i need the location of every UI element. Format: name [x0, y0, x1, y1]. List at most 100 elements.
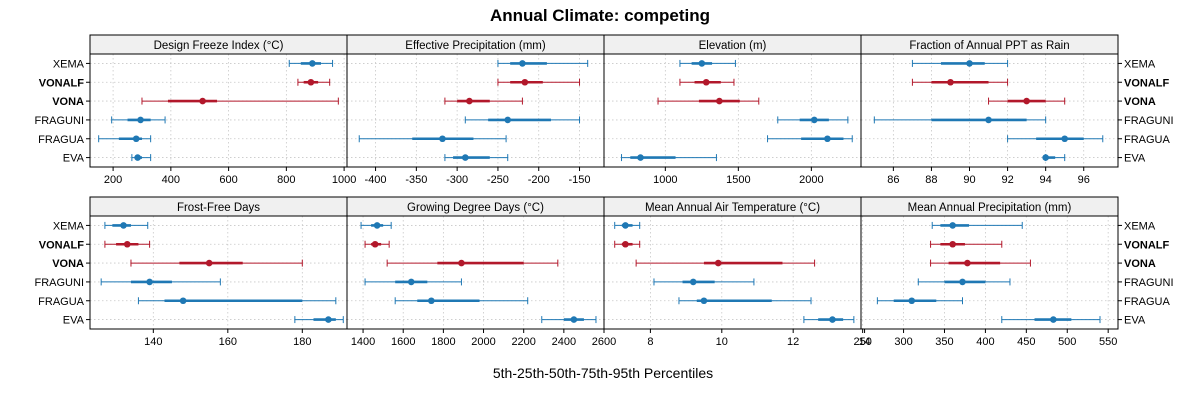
panel-mean-annual-precipitation-mm-fraguni-median-point — [959, 278, 966, 286]
panel-elevation-m-strip-label: Elevation (m) — [699, 40, 767, 52]
left-category-label-vona: VONA — [52, 96, 84, 108]
panel-mean-annual-air-temperature-c-xtick-label: 8 — [647, 336, 653, 348]
right-category-label-vonalf: VONALF — [1124, 77, 1170, 89]
panel-elevation-m-eva-median-point — [637, 154, 644, 161]
panel-fraction-of-annual-ppt-as-rain-strip-label: Fraction of Annual PPT as Rain — [909, 40, 1069, 52]
panel-growing-degree-days-c-frame — [346, 215, 605, 330]
panel-mean-annual-air-temperature-c-xtick-label: 14 — [858, 336, 870, 348]
left-category-label-fragua: FRAGUA — [38, 134, 85, 146]
panel-elevation-m-frame — [603, 53, 862, 168]
panel-growing-degree-days-c-vonalf-median-point — [371, 240, 379, 248]
panel-growing-degree-days-c-xtick-label: 1800 — [431, 336, 455, 348]
panel-frost-free-days-vonalf-median-point — [123, 240, 131, 248]
panel-effective-precipitation-mm-xtick-label: -350 — [405, 174, 427, 186]
right-category-label-eva: EVA — [1124, 315, 1146, 327]
panel-mean-annual-precipitation-mm: Mean Annual Precipitation (mm) 250 300 350 4… — [853, 196, 1174, 348]
panel-mean-annual-precipitation-mm-xtick-label: 250 — [853, 336, 871, 348]
panel-design-freeze-index-c-fraguni-median-point — [137, 116, 144, 124]
panel-effective-precipitation-mm-fragua-median-point — [439, 135, 446, 143]
panel-frost-free-days-fragua-median-point — [179, 297, 187, 305]
panel-mean-annual-precipitation-mm-vonalf-median-point — [949, 240, 956, 248]
left-category-label-eva: EVA — [63, 153, 85, 165]
panel-elevation-m-vona-median-point — [716, 97, 723, 105]
panel-mean-annual-air-temperature-c-vona-median-point — [714, 259, 722, 267]
right-category-label-vona: VONA — [1124, 96, 1156, 108]
panel-frost-free-days-xtick-label: 160 — [219, 336, 237, 348]
panel-frost-free-days: Frost-Free Days 140 160 180 XEMA VONALF VONA FR… — [35, 196, 348, 348]
panel-mean-annual-precipitation-mm-fragua-median-point — [908, 297, 916, 305]
panel-elevation-m-xtick-label: 2000 — [799, 174, 823, 186]
panel-frost-free-days-xtick-label: 180 — [293, 336, 311, 348]
panel-design-freeze-index-c-frame — [89, 53, 348, 168]
panel-growing-degree-days-c-xtick-label: 2400 — [552, 336, 576, 348]
right-category-label-fraguni: FRAGUNI — [1124, 115, 1174, 127]
panel-growing-degree-days-c-xtick-label: 2600 — [592, 336, 616, 348]
panel-effective-precipitation-mm-xtick-label: -250 — [487, 174, 509, 186]
panel-effective-precipitation-mm-vonalf-median-point — [521, 78, 529, 86]
panel-elevation-m-fragua-median-point — [824, 135, 831, 143]
left-category-label-vonalf: VONALF — [39, 77, 85, 89]
x-axis-label: 5th-25th-50th-75th-95th Percentiles — [493, 365, 713, 381]
panel-elevation-m: Elevation (m) 1000 1500 2000 — [603, 34, 862, 186]
panel-design-freeze-index-c-xtick-label: 800 — [277, 174, 295, 186]
panel-mean-annual-precipitation-mm-xtick-label: 550 — [1099, 336, 1117, 348]
right-category-label-fragua: FRAGUA — [1124, 134, 1171, 146]
panel-mean-annual-precipitation-mm-xtick-label: 400 — [976, 336, 994, 348]
panel-design-freeze-index-c-eva-median-point — [134, 154, 141, 161]
panel-mean-annual-precipitation-mm-vona-median-point — [964, 259, 971, 267]
chart-title: Annual Climate: competing — [490, 6, 710, 25]
panel-design-freeze-index-c-xtick-label: 600 — [219, 174, 237, 186]
left-category-label-fragua: FRAGUA — [38, 296, 85, 308]
panel-fraction-of-annual-ppt-as-rain-xtick-label: 96 — [1078, 174, 1090, 186]
panel-growing-degree-days-c-fragua-median-point — [428, 297, 435, 305]
left-category-label-xema: XEMA — [53, 220, 85, 232]
panel-mean-annual-precipitation-mm-eva-median-point — [1050, 316, 1057, 323]
panel-mean-annual-air-temperature-c-eva-median-point — [829, 316, 836, 323]
panel-fraction-of-annual-ppt-as-rain-xtick-label: 90 — [963, 174, 975, 186]
panel-mean-annual-air-temperature-c: Mean Annual Air Temperature (°C) 8 10 12 14 — [603, 196, 871, 348]
left-category-label-vona: VONA — [52, 258, 84, 270]
panel-effective-precipitation-mm: Effective Precipitation (mm) -400 -350 -300… — [346, 34, 605, 186]
left-category-label-vonalf: VONALF — [39, 239, 85, 251]
panel-effective-precipitation-mm-vona-median-point — [466, 97, 473, 105]
panel-mean-annual-air-temperature-c-xema-median-point — [622, 222, 629, 229]
panel-fraction-of-annual-ppt-as-rain-xtick-label: 92 — [1001, 174, 1013, 186]
right-category-label-vonalf: VONALF — [1124, 239, 1170, 251]
panel-fraction-of-annual-ppt-as-rain-fraguni-median-point — [985, 116, 992, 124]
panel-mean-annual-air-temperature-c-strip-label: Mean Annual Air Temperature (°C) — [645, 202, 820, 214]
panel-fraction-of-annual-ppt-as-rain-xtick-label: 94 — [1040, 174, 1052, 186]
panel-frost-free-days-xema-median-point — [120, 222, 127, 229]
right-category-label-xema: XEMA — [1124, 58, 1156, 70]
panel-growing-degree-days-c-xtick-label: 2200 — [511, 336, 535, 348]
panel-mean-annual-precipitation-mm-xtick-label: 500 — [1058, 336, 1076, 348]
panel-mean-annual-precipitation-mm-xtick-label: 300 — [894, 336, 912, 348]
right-category-label-eva: EVA — [1124, 153, 1146, 165]
panel-growing-degree-days-c-vona-median-point — [458, 259, 465, 267]
panel-mean-annual-air-temperature-c-xtick-label: 12 — [787, 336, 799, 348]
panel-frost-free-days-fraguni-median-point — [146, 278, 153, 286]
panel-mean-annual-air-temperature-c-fraguni-median-point — [689, 278, 697, 286]
panel-mean-annual-air-temperature-c-vonalf-median-point — [622, 240, 629, 248]
panel-growing-degree-days-c-xtick-label: 1400 — [351, 336, 375, 348]
panel-design-freeze-index-c: Design Freeze Index (°C) 200 400 600 800 1000… — [35, 34, 356, 186]
panel-growing-degree-days-c-eva-median-point — [570, 316, 578, 323]
panel-mean-annual-air-temperature-c-fragua-median-point — [700, 297, 708, 305]
left-category-label-fraguni: FRAGUNI — [35, 115, 85, 127]
panel-fraction-of-annual-ppt-as-rain-xema-median-point — [966, 60, 973, 67]
panel-growing-degree-days-c-fraguni-median-point — [407, 278, 415, 286]
panel-frost-free-days-vona-median-point — [205, 259, 213, 267]
panel-fraction-of-annual-ppt-as-rain-vonalf-median-point — [947, 78, 954, 86]
panel-mean-annual-air-temperature-c-frame — [603, 215, 862, 330]
panel-fraction-of-annual-ppt-as-rain-fragua-median-point — [1061, 135, 1068, 143]
panel-elevation-m-xtick-label: 1000 — [653, 174, 677, 186]
panel-design-freeze-index-c-strip-label: Design Freeze Index (°C) — [154, 40, 284, 52]
panel-mean-annual-air-temperature-c-xtick-label: 10 — [716, 336, 728, 348]
panel-effective-precipitation-mm-eva-median-point — [462, 154, 469, 161]
panel-effective-precipitation-mm-fraguni-median-point — [504, 116, 512, 124]
panel-design-freeze-index-c-vonalf-median-point — [307, 78, 315, 86]
panel-mean-annual-precipitation-mm-xtick-label: 450 — [1017, 336, 1035, 348]
panel-elevation-m-xtick-label: 1500 — [726, 174, 750, 186]
panel-fraction-of-annual-ppt-as-rain-vona-median-point — [1023, 97, 1030, 105]
